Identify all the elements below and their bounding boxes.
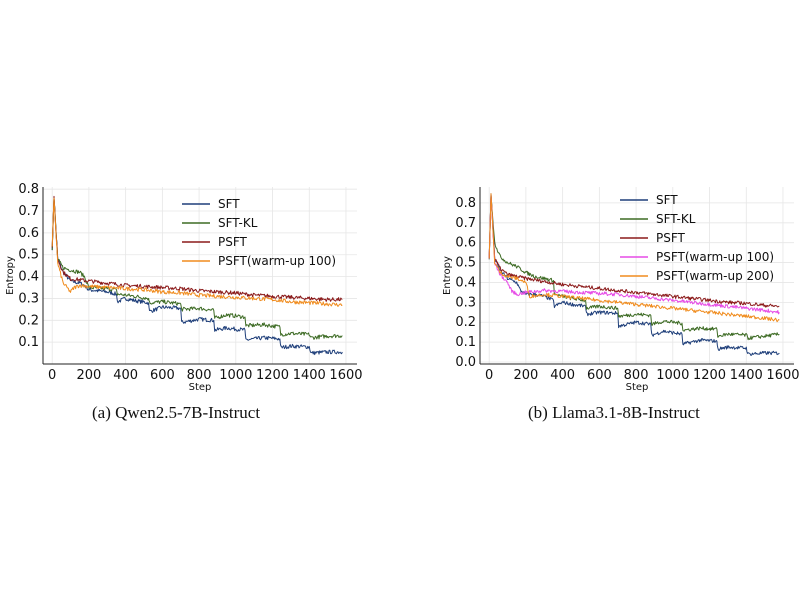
x-axis-label: Step (626, 382, 649, 393)
x-tick-label-6: 1200 (256, 368, 289, 383)
series-line-psft-warm-up-200- (488, 193, 780, 323)
x-tick-label-8: 1600 (329, 368, 362, 383)
y-tick-label-0: 0.0 (455, 355, 476, 370)
x-tick-label-7: 1400 (730, 368, 763, 383)
series-line-psft (488, 195, 780, 308)
x-tick-label-0: 0 (48, 368, 56, 383)
y-tick-label-6: 0.6 (455, 236, 476, 251)
legend-label-2: PSFT (656, 231, 686, 245)
y-tick-label-6: 0.7 (18, 204, 39, 219)
legend-label-0: SFT (656, 193, 678, 207)
x-tick-label-2: 400 (550, 368, 575, 383)
series-line-psft-warm-up-100- (51, 197, 343, 307)
x-tick-label-3: 600 (150, 368, 175, 383)
x-tick-label-0: 0 (485, 368, 493, 383)
x-tick-label-3: 600 (587, 368, 612, 383)
legend-label-0: SFT (218, 197, 240, 211)
series-line-psft (51, 195, 343, 302)
y-tick-label-0: 0.1 (18, 335, 39, 350)
y-tick-label-5: 0.6 (18, 226, 39, 241)
y-tick-label-2: 0.3 (18, 291, 39, 306)
y-tick-label-1: 0.1 (455, 335, 476, 350)
y-axis-label: Entropy (442, 256, 453, 295)
legend-label-1: SFT-KL (656, 212, 696, 226)
caption-b: (b) Llama3.1-8B-Instruct (528, 403, 700, 422)
legend-label-2: PSFT (218, 235, 248, 249)
y-tick-label-2: 0.2 (455, 315, 476, 330)
chart-llama: 0 200 400 600 800 1000 1200 1400 1600 0.0 0.1 0.2 0.… (442, 187, 800, 393)
x-axis-label: Step (189, 382, 212, 393)
legend-label-4: PSFT(warm-up 200) (656, 269, 774, 283)
x-tick-label-4: 800 (624, 368, 649, 383)
y-tick-label-7: 0.8 (18, 182, 39, 197)
y-tick-label-3: 0.4 (18, 270, 39, 285)
series-line-sft-kl (51, 197, 343, 340)
legend-label-3: PSFT(warm-up 100) (218, 254, 336, 268)
y-tick-label-1: 0.2 (18, 313, 39, 328)
y-tick-label-5: 0.5 (455, 256, 476, 271)
series-line-sft-kl (488, 194, 780, 341)
y-tick-label-8: 0.8 (455, 196, 476, 211)
x-tick-label-2: 400 (113, 368, 138, 383)
x-tick-label-7: 1400 (293, 368, 326, 383)
y-tick-label-7: 0.7 (455, 216, 476, 231)
x-tick-label-4: 800 (187, 368, 212, 383)
x-tick-label-1: 200 (513, 368, 538, 383)
series-line-psft-warm-up-100- (488, 193, 780, 315)
series-line-sft (51, 198, 343, 356)
y-tick-label-3: 0.3 (455, 295, 476, 310)
y-tick-label-4: 0.5 (18, 248, 39, 263)
x-tick-label-1: 200 (76, 368, 101, 383)
chart-qwen: 0 200 400 600 800 1000 1200 1400 1600 0.1 0.2 0.3 0.… (5, 182, 363, 393)
caption-a: (a) Qwen2.5-7B-Instruct (92, 403, 261, 422)
x-tick-label-6: 1200 (693, 368, 726, 383)
legend-label-3: PSFT(warm-up 100) (656, 250, 774, 264)
x-tick-label-5: 1000 (219, 368, 252, 383)
y-axis-label: Entropy (5, 256, 16, 295)
x-tick-label-8: 1600 (766, 368, 799, 383)
x-tick-label-5: 1000 (656, 368, 689, 383)
y-tick-label-4: 0.4 (455, 275, 476, 290)
legend-label-1: SFT-KL (218, 216, 258, 230)
